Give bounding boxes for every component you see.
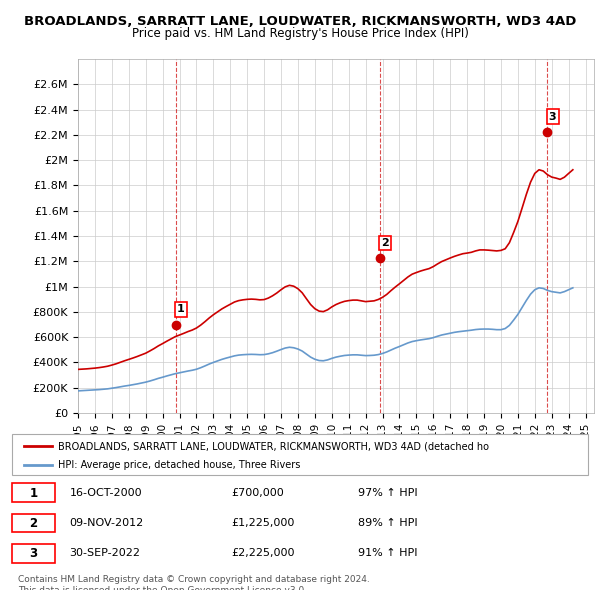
Text: 1: 1 [29,487,37,500]
Text: £700,000: £700,000 [231,488,284,498]
FancyBboxPatch shape [12,483,55,502]
FancyBboxPatch shape [12,544,55,563]
Text: 97% ↑ HPI: 97% ↑ HPI [358,488,417,498]
Text: BROADLANDS, SARRATT LANE, LOUDWATER, RICKMANSWORTH, WD3 4AD (detached ho: BROADLANDS, SARRATT LANE, LOUDWATER, RIC… [58,442,489,452]
Text: 91% ↑ HPI: 91% ↑ HPI [358,548,417,558]
Text: HPI: Average price, detached house, Three Rivers: HPI: Average price, detached house, Thre… [58,460,301,470]
Text: BROADLANDS, SARRATT LANE, LOUDWATER, RICKMANSWORTH, WD3 4AD: BROADLANDS, SARRATT LANE, LOUDWATER, RIC… [24,15,576,28]
Text: £2,225,000: £2,225,000 [231,548,295,558]
FancyBboxPatch shape [12,513,55,532]
Text: 3: 3 [29,547,37,560]
Text: Price paid vs. HM Land Registry's House Price Index (HPI): Price paid vs. HM Land Registry's House … [131,27,469,40]
FancyBboxPatch shape [12,434,588,475]
Text: £1,225,000: £1,225,000 [231,518,294,528]
Text: 89% ↑ HPI: 89% ↑ HPI [358,518,417,528]
Text: 09-NOV-2012: 09-NOV-2012 [70,518,144,528]
Text: 16-OCT-2000: 16-OCT-2000 [70,488,142,498]
Text: 30-SEP-2022: 30-SEP-2022 [70,548,140,558]
Text: 3: 3 [549,112,556,122]
Text: 2: 2 [381,238,389,248]
Text: 2: 2 [29,517,37,530]
Text: 1: 1 [177,304,185,314]
Text: Contains HM Land Registry data © Crown copyright and database right 2024.
This d: Contains HM Land Registry data © Crown c… [18,575,370,590]
